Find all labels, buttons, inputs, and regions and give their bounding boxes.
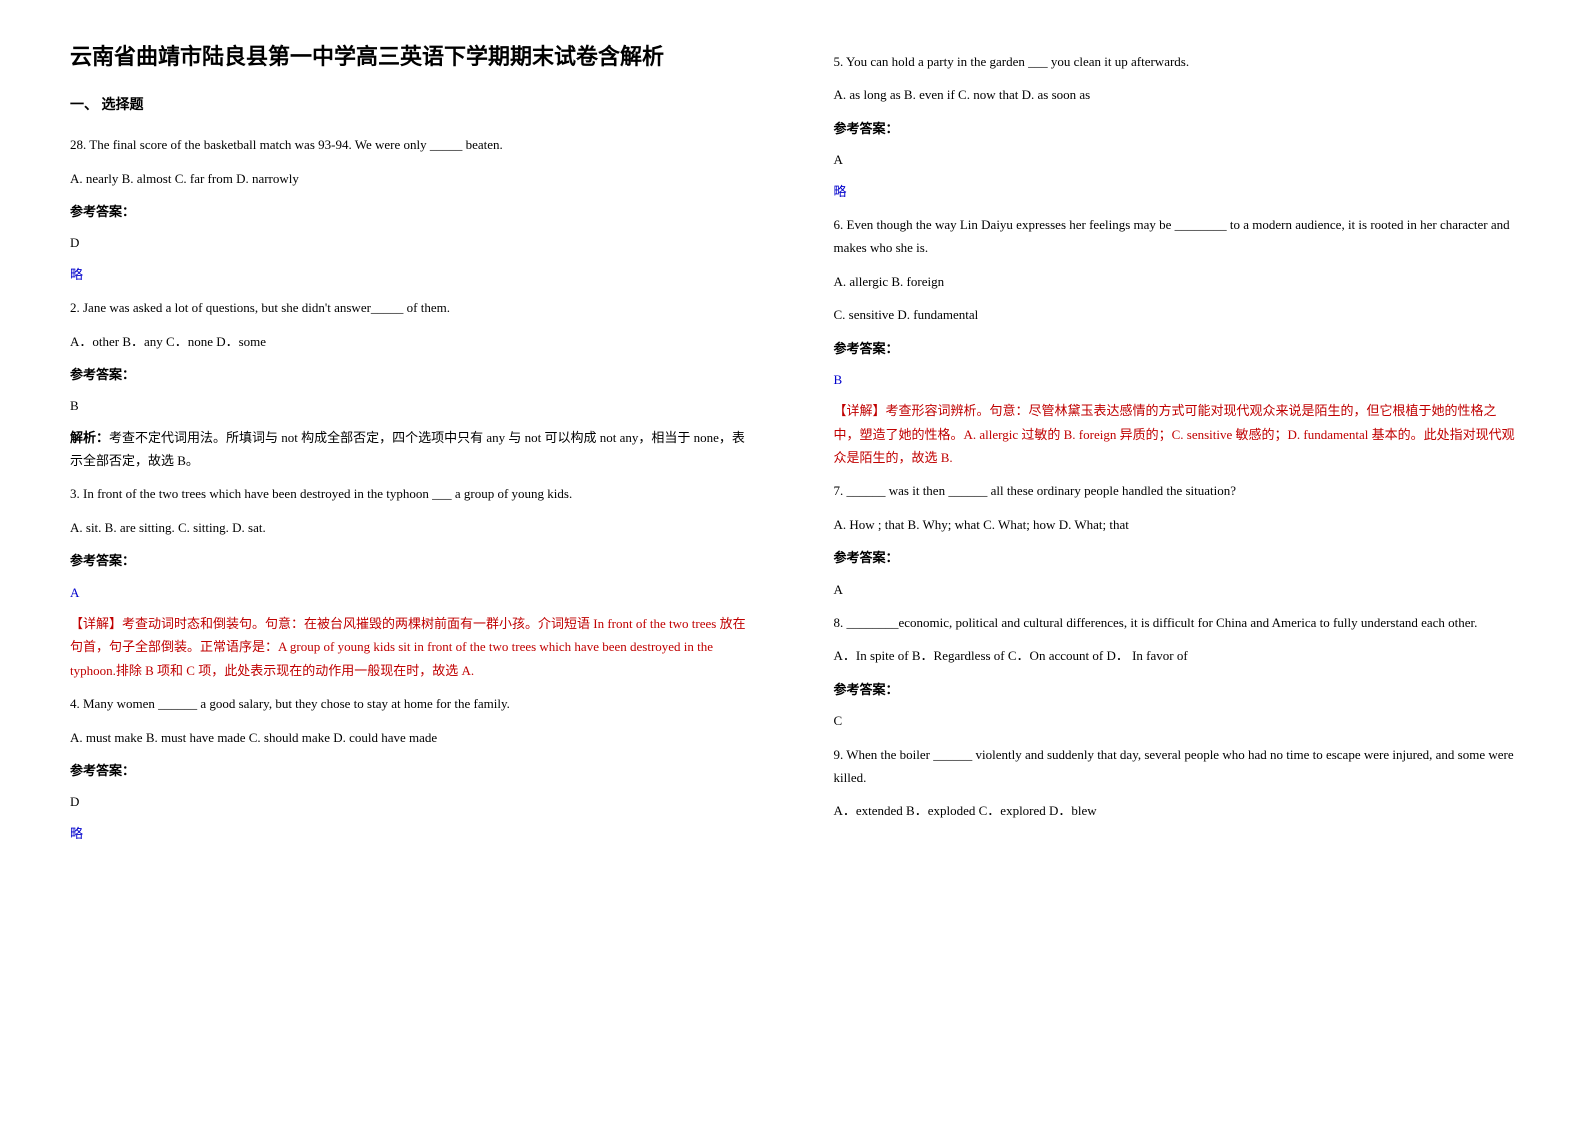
question-28: 28. The final score of the basketball ma… <box>70 133 754 156</box>
question-3-answer: A <box>70 581 754 604</box>
question-7-options: A. How ; that B. Why; what C. What; how … <box>834 513 1518 536</box>
section-header: 一、 选择题 <box>70 93 754 118</box>
answer-label: 参考答案： <box>70 363 754 386</box>
question-4: 4. Many women ______ a good salary, but … <box>70 692 754 715</box>
question-28-answer: D <box>70 231 754 254</box>
question-7: 7. ______ was it then ______ all these o… <box>834 479 1518 502</box>
question-5-answer: A <box>834 148 1518 171</box>
question-2-explain: 解析：考查不定代词用法。所填词与 not 构成全部否定，四个选项中只有 any … <box>70 426 754 473</box>
question-3: 3. In front of the two trees which have … <box>70 482 754 505</box>
question-4-note: 略 <box>70 822 754 845</box>
question-4-options: A. must make B. must have made C. should… <box>70 726 754 749</box>
question-6-options-1: A. allergic B. foreign <box>834 270 1518 293</box>
question-3-explain: 【详解】考查动词时态和倒装句。句意：在被台风摧毁的两棵树前面有一群小孩。介词短语… <box>70 612 754 682</box>
question-4-answer: D <box>70 790 754 813</box>
question-2: 2. Jane was asked a lot of questions, bu… <box>70 296 754 319</box>
question-9-options: A．extended B．exploded C．explored D．blew <box>834 799 1518 822</box>
question-3-options: A. sit. B. are sitting. C. sitting. D. s… <box>70 516 754 539</box>
answer-label: 参考答案： <box>834 546 1518 569</box>
question-5: 5. You can hold a party in the garden __… <box>834 50 1518 73</box>
question-2-explain-text: 考查不定代词用法。所填词与 not 构成全部否定，四个选项中只有 any 与 n… <box>70 430 745 468</box>
question-5-note: 略 <box>834 180 1518 203</box>
question-8-answer: C <box>834 709 1518 732</box>
document-title: 云南省曲靖市陆良县第一中学高三英语下学期期末试卷含解析 <box>70 40 754 73</box>
question-8-options: A．In spite of B．Regardless of C．On accou… <box>834 644 1518 667</box>
question-8: 8. ________economic, political and cultu… <box>834 611 1518 634</box>
question-5-options: A. as long as B. even if C. now that D. … <box>834 83 1518 106</box>
question-2-options: A．other B．any C．none D．some <box>70 330 754 353</box>
question-6-explain: 【详解】考查形容词辨析。句意：尽管林黛玉表达感情的方式可能对现代观众来说是陌生的… <box>834 399 1518 469</box>
question-6-options-2: C. sensitive D. fundamental <box>834 303 1518 326</box>
answer-label: 参考答案： <box>834 678 1518 701</box>
answer-label: 参考答案： <box>70 759 754 782</box>
question-9: 9. When the boiler ______ violently and … <box>834 743 1518 790</box>
question-6: 6. Even though the way Lin Daiyu express… <box>834 213 1518 260</box>
answer-label: 参考答案： <box>70 200 754 223</box>
question-6-answer: B <box>834 368 1518 391</box>
question-28-options: A. nearly B. almost C. far from D. narro… <box>70 167 754 190</box>
answer-label: 参考答案： <box>70 549 754 572</box>
question-2-answer: B <box>70 394 754 417</box>
question-28-note: 略 <box>70 263 754 286</box>
question-7-answer: A <box>834 578 1518 601</box>
answer-label: 参考答案： <box>834 337 1518 360</box>
answer-label: 参考答案： <box>834 117 1518 140</box>
